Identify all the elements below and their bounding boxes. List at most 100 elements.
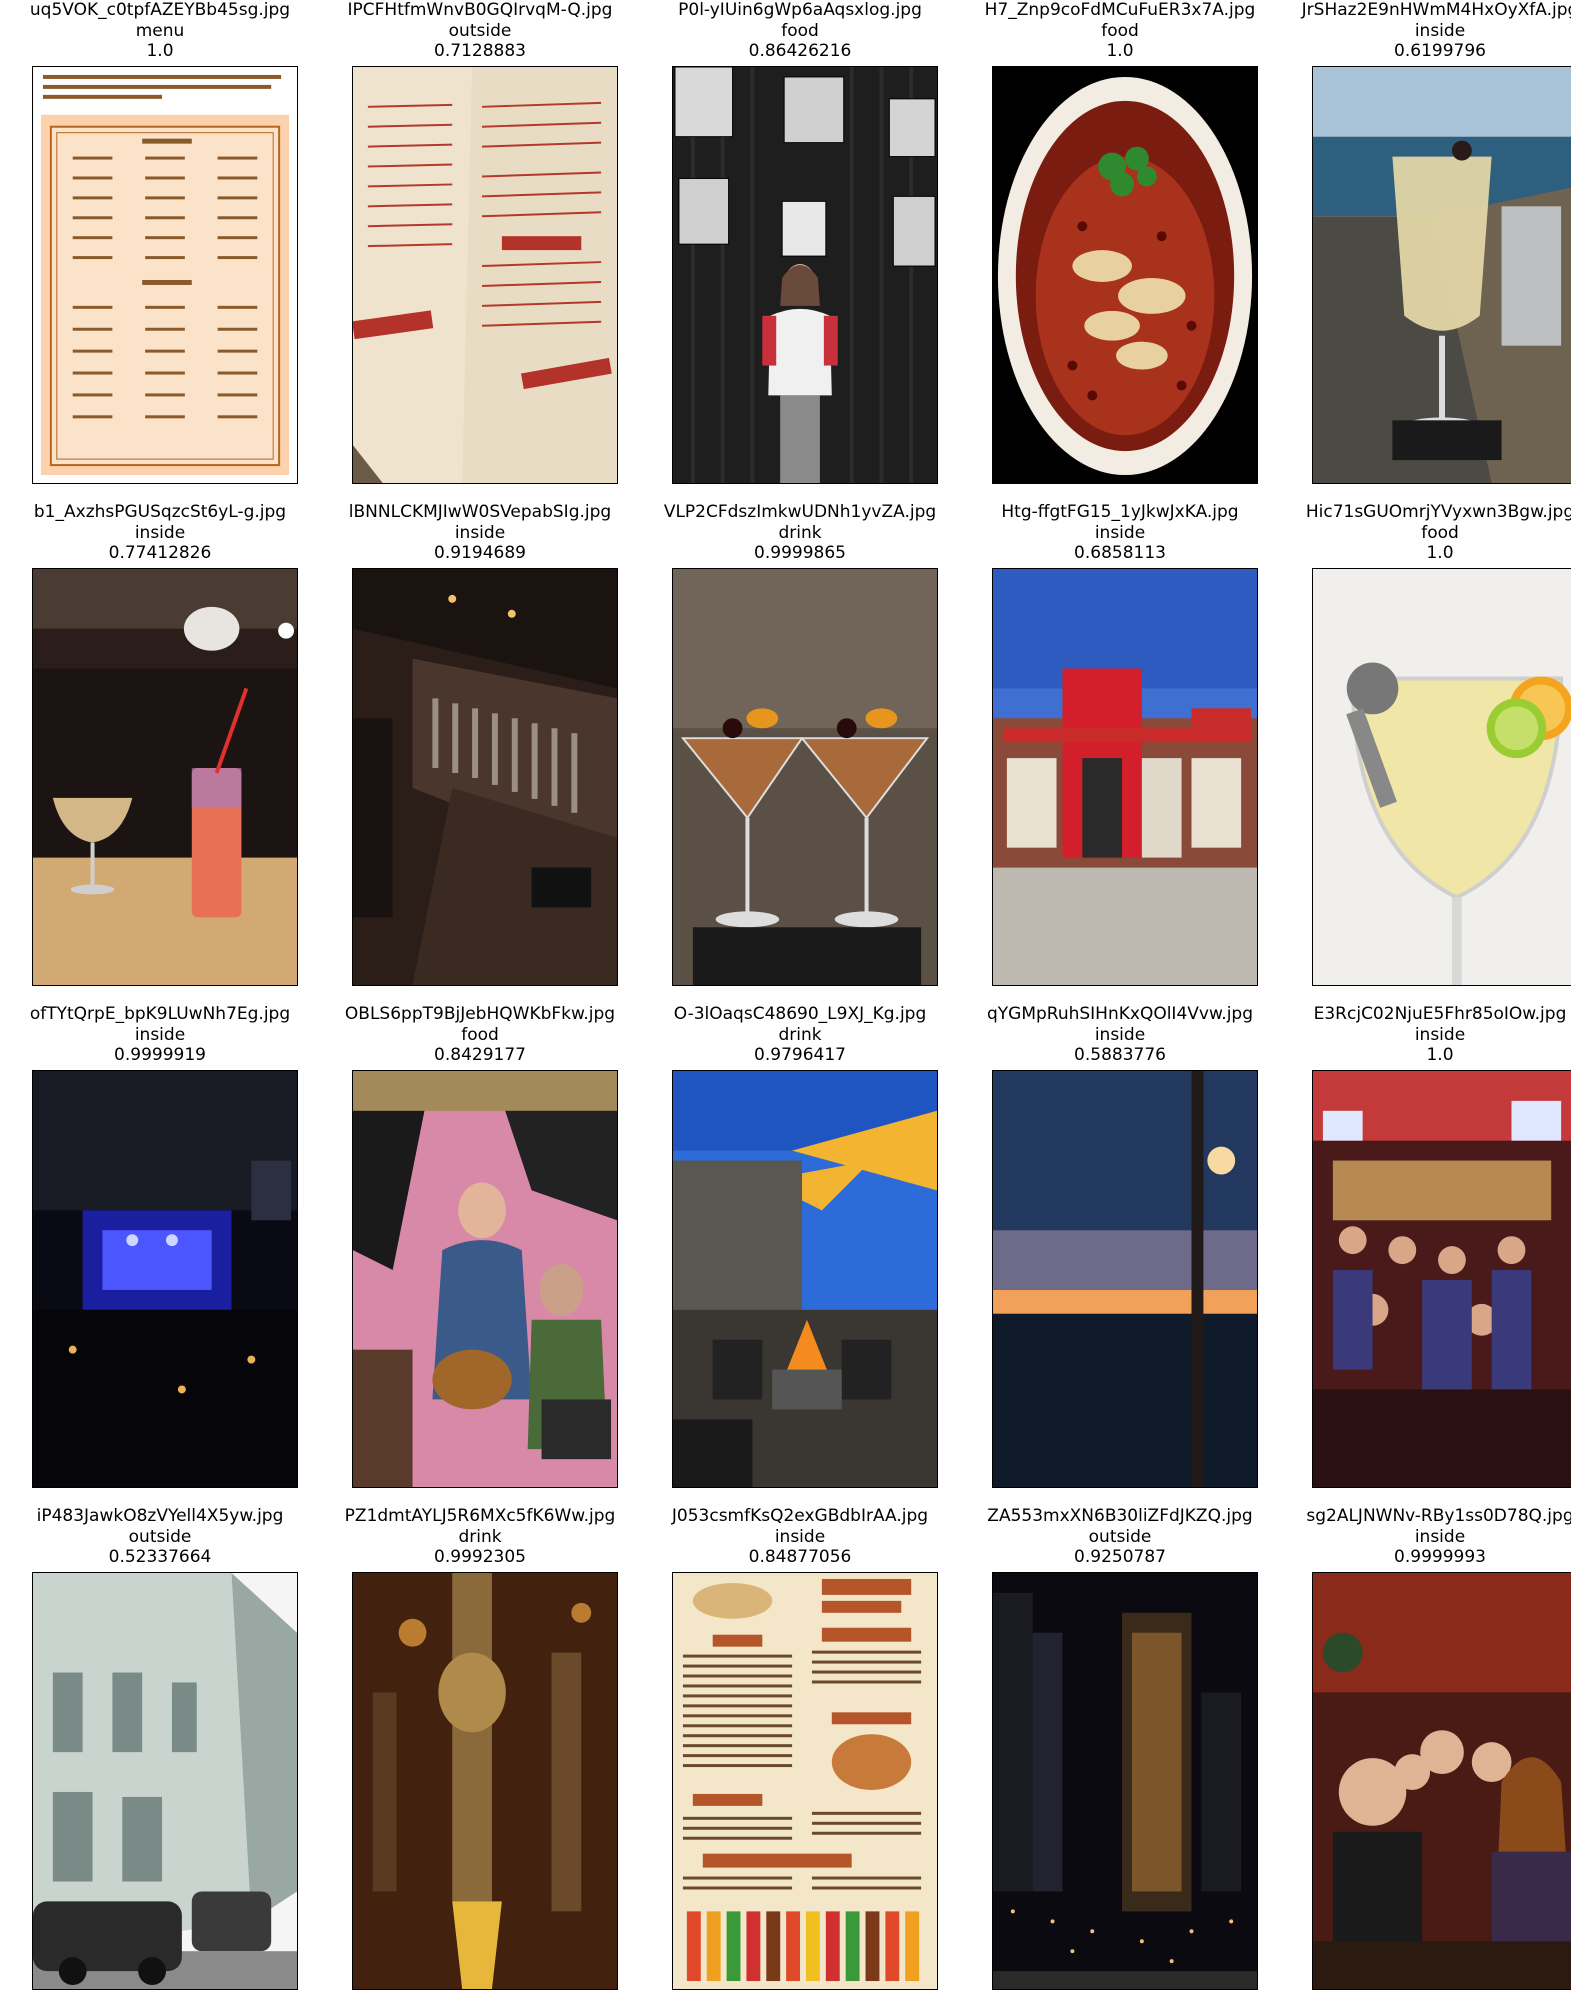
- tile-filename: lBNNLCKMJIwW0SVepabSIg.jpg: [348, 502, 612, 522]
- grid-tile: Htg-ffgtFG15_1yJkwJxKA.jpg inside 0.6858…: [960, 502, 1280, 1004]
- tile-filename: VLP2CFdszImkwUDNh1yvZA.jpg: [663, 502, 937, 522]
- tile-score: 0.52337664: [108, 1547, 212, 1567]
- grid-tile: J053csmfKsQ2exGBdbIrAA.jpg inside 0.8487…: [640, 1506, 960, 2008]
- tile-caption: OBLS6ppT9BjJebHQWKbFkw.jpg food 0.842917…: [320, 1004, 640, 1066]
- tile-label: food: [1101, 20, 1139, 41]
- tile-filename: JrSHaz2E9nHWmM4HxOyXfA.jpg: [1301, 0, 1571, 20]
- tile-label: inside: [1414, 20, 1466, 41]
- tile-image: [352, 568, 618, 986]
- grid-tile: lBNNLCKMJIwW0SVepabSIg.jpg inside 0.9194…: [320, 502, 640, 1004]
- tile-score: 1.0: [1426, 1045, 1454, 1065]
- tile-caption: Htg-ffgtFG15_1yJkwJxKA.jpg inside 0.6858…: [960, 502, 1280, 564]
- tile-image: [992, 568, 1258, 986]
- tile-filename: qYGMpRuhSIHnKxQOlI4Vvw.jpg: [986, 1004, 1254, 1024]
- tile-label: food: [1421, 522, 1459, 543]
- tile-label: inside: [134, 1024, 186, 1045]
- tile-caption: Hic71sGUOmrjYVyxwn3Bgw.jpg food 1.0: [1280, 502, 1571, 564]
- tile-caption: b1_AxzhsPGUSqzcSt6yL-g.jpg inside 0.7741…: [0, 502, 320, 564]
- sunset-sea-image: [993, 1071, 1257, 1487]
- street-cars-image: [33, 1573, 297, 1989]
- tile-image: [672, 66, 938, 484]
- tile-image: [352, 1070, 618, 1488]
- tile-filename: uq5VOK_c0tpfAZEYBb45sg.jpg: [29, 0, 291, 20]
- tile-score: 1.0: [146, 41, 174, 61]
- beer-taps-image: [353, 1573, 617, 1989]
- tile-caption: lBNNLCKMJIwW0SVepabSIg.jpg inside 0.9194…: [320, 502, 640, 564]
- tile-filename: PZ1dmtAYLJ5R6MXc5fK6Ww.jpg: [344, 1506, 616, 1526]
- tile-score: 0.5883776: [1074, 1045, 1166, 1065]
- tile-image: [992, 66, 1258, 484]
- grid-tile: H7_Znp9coFdMCuFuER3x7A.jpg food 1.0: [960, 0, 1280, 502]
- group-photo-image: [1313, 1573, 1571, 1989]
- quiktrip-store-image: [993, 569, 1257, 985]
- tile-image: [352, 1572, 618, 1990]
- tile-filename: P0l-yIUin6gWp6aAqsxlog.jpg: [678, 0, 922, 20]
- tile-filename: J053csmfKsQ2exGBdbIrAA.jpg: [671, 1506, 929, 1526]
- grid-tile: Hic71sGUOmrjYVyxwn3Bgw.jpg food 1.0: [1280, 502, 1571, 1004]
- tile-image: [1312, 1070, 1571, 1488]
- tile-label: inside: [134, 522, 186, 543]
- concert-hall-image: [33, 1071, 297, 1487]
- tile-score: 0.7128883: [434, 41, 526, 61]
- tile-caption: H7_Znp9coFdMCuFuER3x7A.jpg food 1.0: [960, 0, 1280, 62]
- tile-filename: iP483JawkO8zVYell4X5yw.jpg: [36, 1506, 284, 1526]
- tile-label: inside: [454, 522, 506, 543]
- cocktail-ocean-image: [1313, 67, 1571, 483]
- grid-tile: iP483JawkO8zVYell4X5yw.jpg outside 0.523…: [0, 1506, 320, 2008]
- person-wall-image: [673, 67, 937, 483]
- tile-image: [1312, 568, 1571, 986]
- band-performing-image: [353, 1071, 617, 1487]
- city-night-image: [993, 1573, 1257, 1989]
- tile-label: drink: [778, 1024, 822, 1045]
- tile-caption: PZ1dmtAYLJ5R6MXc5fK6Ww.jpg drink 0.99923…: [320, 1506, 640, 1568]
- tile-filename: O-3lOaqsC48690_L9XJ_Kg.jpg: [673, 1004, 927, 1024]
- tile-label: outside: [448, 20, 512, 41]
- tile-label: drink: [458, 1526, 502, 1547]
- tile-label: inside: [1414, 1024, 1466, 1045]
- tile-image: [672, 1070, 938, 1488]
- tile-caption: IPCFHtfmWnvB0GQIrvqM-Q.jpg outside 0.712…: [320, 0, 640, 62]
- menu-paper-image: [353, 67, 617, 483]
- tile-image: [32, 1070, 298, 1488]
- tile-label: food: [781, 20, 819, 41]
- tile-filename: ofTYtQrpE_bpK9LUwNh7Eg.jpg: [29, 1004, 291, 1024]
- grid-tile: uq5VOK_c0tpfAZEYBb45sg.jpg menu 1.0: [0, 0, 320, 502]
- tile-filename: b1_AxzhsPGUSqzcSt6yL-g.jpg: [33, 502, 287, 522]
- patio-firepit-image: [673, 1071, 937, 1487]
- spicy-bowl-image: [993, 67, 1257, 483]
- tile-score: 0.9250787: [1074, 1547, 1166, 1567]
- drinks-table-image: [33, 569, 297, 985]
- tile-image: [672, 1572, 938, 1990]
- tile-label: inside: [1094, 1024, 1146, 1045]
- tile-label: inside: [1414, 1526, 1466, 1547]
- tile-label: inside: [1094, 522, 1146, 543]
- tile-caption: sg2ALJNWNv-RBy1ss0D78Q.jpg inside 0.9999…: [1280, 1506, 1571, 1568]
- tile-image: [992, 1572, 1258, 1990]
- tile-caption: O-3lOaqsC48690_L9XJ_Kg.jpg drink 0.97964…: [640, 1004, 960, 1066]
- tile-filename: Htg-ffgtFG15_1yJkwJxKA.jpg: [1001, 502, 1239, 522]
- tile-caption: E3RcjC02NjuE5Fhr85oIOw.jpg inside 1.0: [1280, 1004, 1571, 1066]
- tile-score: 0.9992305: [434, 1547, 526, 1567]
- tile-caption: J053csmfKsQ2exGBdbIrAA.jpg inside 0.8487…: [640, 1506, 960, 1568]
- tile-score: 0.8429177: [434, 1045, 526, 1065]
- grid-tile: qYGMpRuhSIHnKxQOlI4Vvw.jpg inside 0.5883…: [960, 1004, 1280, 1506]
- tile-image: [32, 1572, 298, 1990]
- tile-score: 0.6199796: [1394, 41, 1486, 61]
- tile-filename: OBLS6ppT9BjJebHQWKbFkw.jpg: [344, 1004, 616, 1024]
- tile-caption: JrSHaz2E9nHWmM4HxOyXfA.jpg inside 0.6199…: [1280, 0, 1571, 62]
- tile-filename: IPCFHtfmWnvB0GQIrvqM-Q.jpg: [347, 0, 613, 20]
- grid-tile: VLP2CFdszImkwUDNh1yvZA.jpg drink 0.99998…: [640, 502, 960, 1004]
- tile-label: outside: [128, 1526, 192, 1547]
- tile-score: 0.9999993: [1394, 1547, 1486, 1567]
- tile-label: menu: [135, 20, 185, 41]
- menu-image: [33, 67, 297, 483]
- grid-tile: OBLS6ppT9BjJebHQWKbFkw.jpg food 0.842917…: [320, 1004, 640, 1506]
- tile-image: [992, 1070, 1258, 1488]
- tile-filename: H7_Znp9coFdMCuFuER3x7A.jpg: [984, 0, 1256, 20]
- tile-score: 0.9194689: [434, 543, 526, 563]
- tile-caption: ofTYtQrpE_bpK9LUwNh7Eg.jpg inside 0.9999…: [0, 1004, 320, 1066]
- tile-label: outside: [1088, 1526, 1152, 1547]
- tile-label: food: [461, 1024, 499, 1045]
- tile-label: inside: [774, 1526, 826, 1547]
